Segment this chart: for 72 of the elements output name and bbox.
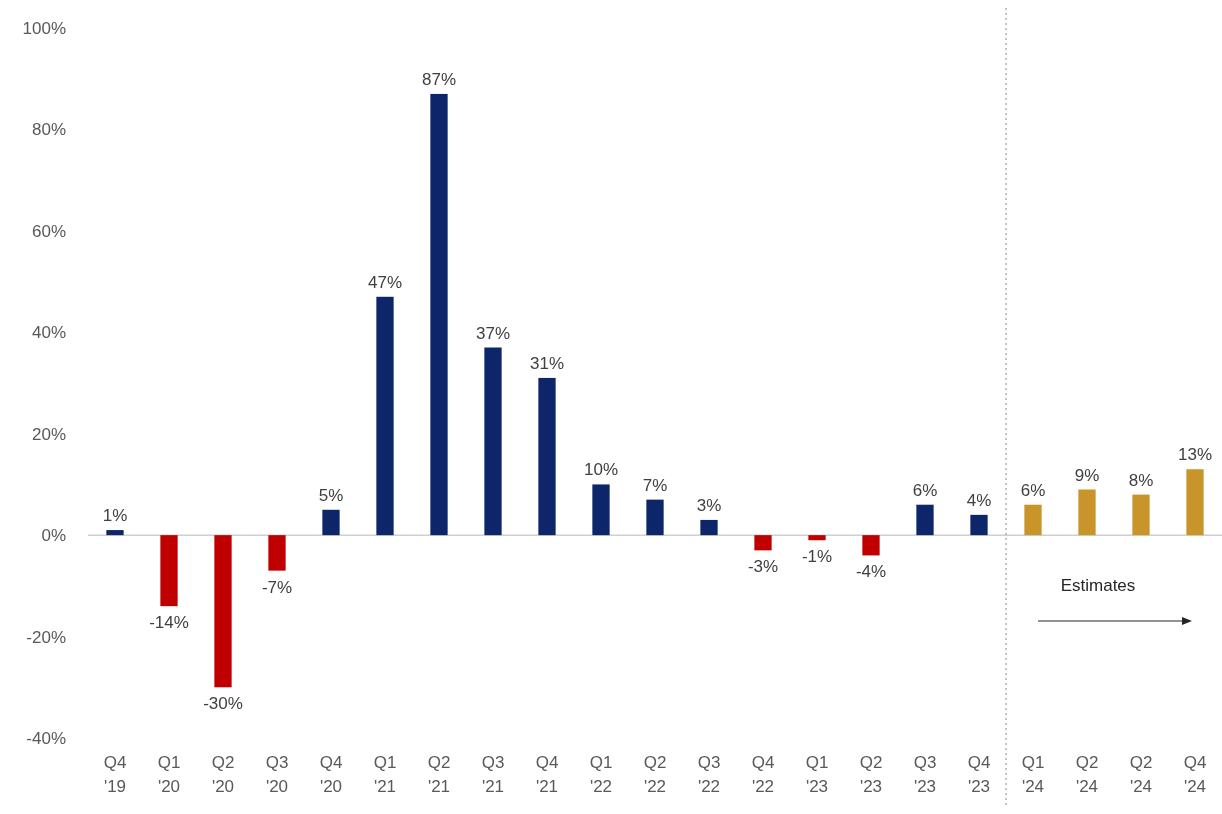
bar [430,93,448,536]
data-label: 8% [1128,470,1154,490]
x-tick-label: Q1 '22 [589,753,613,796]
data-label: 10% [583,460,619,480]
bar [106,530,124,536]
y-tick-label: 0% [41,526,66,546]
y-tick-label: 100% [22,19,66,38]
bar [268,535,286,571]
data-label: 5% [318,485,344,505]
data-label: 31% [529,353,565,373]
bar [646,499,664,536]
bar [322,509,340,536]
y-tick-label: -20% [26,627,66,647]
bar [484,347,502,536]
data-label: -4% [855,562,887,582]
data-label: 13% [1177,445,1213,465]
data-label: 9% [1074,465,1100,485]
bar [1024,504,1042,536]
data-label: 6% [1020,480,1046,500]
x-tick-label: Q2 '20 [211,753,235,796]
y-tick-label: 20% [31,424,66,444]
x-tick-label: Q3 '22 [697,753,721,796]
x-tick-label: Q2 '24 [1129,753,1153,796]
bar [214,535,232,688]
bar [592,484,610,536]
data-label: -30% [203,694,243,714]
bar [754,535,772,551]
x-tick-label: Q2 '24 [1075,753,1099,796]
x-tick-label: Q1 '21 [373,753,397,796]
data-label: -14% [149,613,189,633]
data-label: -7% [261,577,293,597]
x-tick-label: Q2 '23 [859,753,883,796]
y-tick-label: 80% [31,120,66,140]
data-label: 37% [475,323,511,343]
x-tick-label: Q2 '21 [427,753,451,796]
x-tick-label: Q1 '23 [805,753,829,796]
x-tick-label: Q3 '20 [265,753,289,796]
x-tick-label: Q1 '20 [157,753,181,796]
x-tick-label: Q4 '23 [967,753,991,796]
data-label: 3% [696,495,722,515]
x-tick-label: Q4 '24 [1183,753,1207,796]
x-tick-label: Q1 '24 [1021,753,1045,796]
y-tick-label: 60% [31,221,66,241]
bar [700,519,718,536]
bar [808,535,826,541]
bar [1186,469,1204,536]
y-tick-label: -40% [26,729,66,748]
data-label: -3% [747,557,779,577]
bar [862,535,880,556]
x-tick-label: Q3 '23 [913,753,937,796]
x-tick-label: Q3 '21 [481,753,505,796]
bar [538,377,556,536]
data-label: 7% [642,475,668,495]
bar [376,296,394,536]
annotation: Estimates [1060,576,1136,595]
data-label: 6% [912,480,938,500]
data-label: 1% [102,506,128,526]
bar [160,535,178,607]
x-tick-label: Q4 '19 [103,753,127,796]
bar [970,514,988,536]
data-label: 47% [367,272,403,292]
x-tick-label: Q4 '21 [535,753,559,796]
bar [916,504,934,536]
x-tick-label: Q2 '22 [643,753,667,796]
data-label: -1% [801,547,833,567]
data-label: 87% [421,69,457,89]
bar [1078,489,1096,536]
bar [1132,494,1150,536]
data-label: 4% [966,490,992,510]
x-tick-label: Q4 '20 [319,753,343,796]
y-tick-label: 40% [31,323,66,343]
x-tick-label: Q4 '22 [751,753,775,796]
